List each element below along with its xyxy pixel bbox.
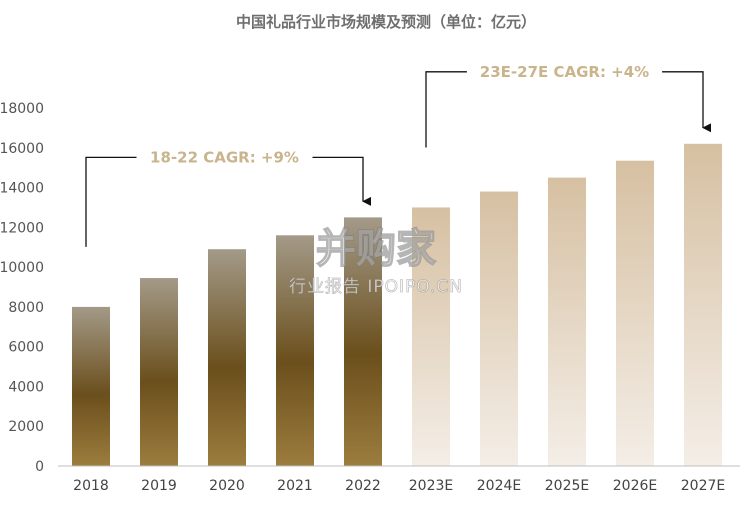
y-tick-label: 0 xyxy=(35,459,44,475)
x-tick-label: 2024E xyxy=(477,478,521,494)
x-tick-label: 2020 xyxy=(209,478,245,494)
y-tick-label: 18000 xyxy=(0,101,44,117)
x-tick-label: 2027E xyxy=(681,478,725,494)
x-tick-label: 2023E xyxy=(409,478,453,494)
x-tick-label: 2025E xyxy=(545,478,589,494)
cagr-bracket-arrow xyxy=(312,156,372,206)
cagr-label: 18-22 CAGR: +9% xyxy=(150,148,299,166)
watermark-brand: 并购家 xyxy=(316,226,436,272)
x-tick-label: 2018 xyxy=(73,478,109,494)
bar-2025e xyxy=(548,177,586,466)
x-axis-ticks: 2018 2019 2020 2021 2022 2023E 2024E 2025E 2026E… xyxy=(73,478,725,494)
bars xyxy=(72,143,722,467)
y-tick-label: 12000 xyxy=(0,220,44,236)
bar-2022 xyxy=(344,217,382,466)
y-tick-label: 10000 xyxy=(0,260,44,276)
y-tick-label: 6000 xyxy=(8,340,44,356)
chart-title: 中国礼品行业市场规模及预测（单位：亿元） xyxy=(236,13,536,31)
x-tick-label: 2019 xyxy=(141,478,177,494)
bar-2026e xyxy=(616,160,654,466)
bar-2018 xyxy=(72,306,110,466)
cagr-annotations: 18-22 CAGR: +9% 23E-27E CAGR: +4% xyxy=(85,63,712,247)
y-tick-label: 4000 xyxy=(8,379,44,395)
cagr-bracket-left xyxy=(85,156,137,247)
bar-2023e xyxy=(412,207,450,466)
bar-2021 xyxy=(276,235,314,466)
y-tick-label: 2000 xyxy=(8,419,44,435)
cagr-label: 23E-27E CAGR: +4% xyxy=(480,63,649,81)
x-tick-label: 2021 xyxy=(277,478,313,494)
y-tick-label: 14000 xyxy=(0,181,44,197)
cagr-bracket-arrow xyxy=(662,71,712,133)
x-tick-label: 2022 xyxy=(345,478,381,494)
y-tick-label: 16000 xyxy=(0,141,44,157)
y-axis-ticks: 0 2000 4000 6000 8000 10000 12000 14000 16000 180… xyxy=(0,101,44,475)
bar-2019 xyxy=(140,278,178,466)
bar-2027e xyxy=(684,143,722,467)
y-tick-label: 8000 xyxy=(8,300,44,316)
cagr-bracket-left xyxy=(425,71,467,148)
bar-2020 xyxy=(208,249,246,466)
x-tick-label: 2026E xyxy=(613,478,657,494)
bar-2024e xyxy=(480,191,518,467)
watermark-sub: 行业报告 IPOIPO.CN xyxy=(289,277,463,297)
watermark: 并购家 行业报告 IPOIPO.CN xyxy=(289,225,463,297)
